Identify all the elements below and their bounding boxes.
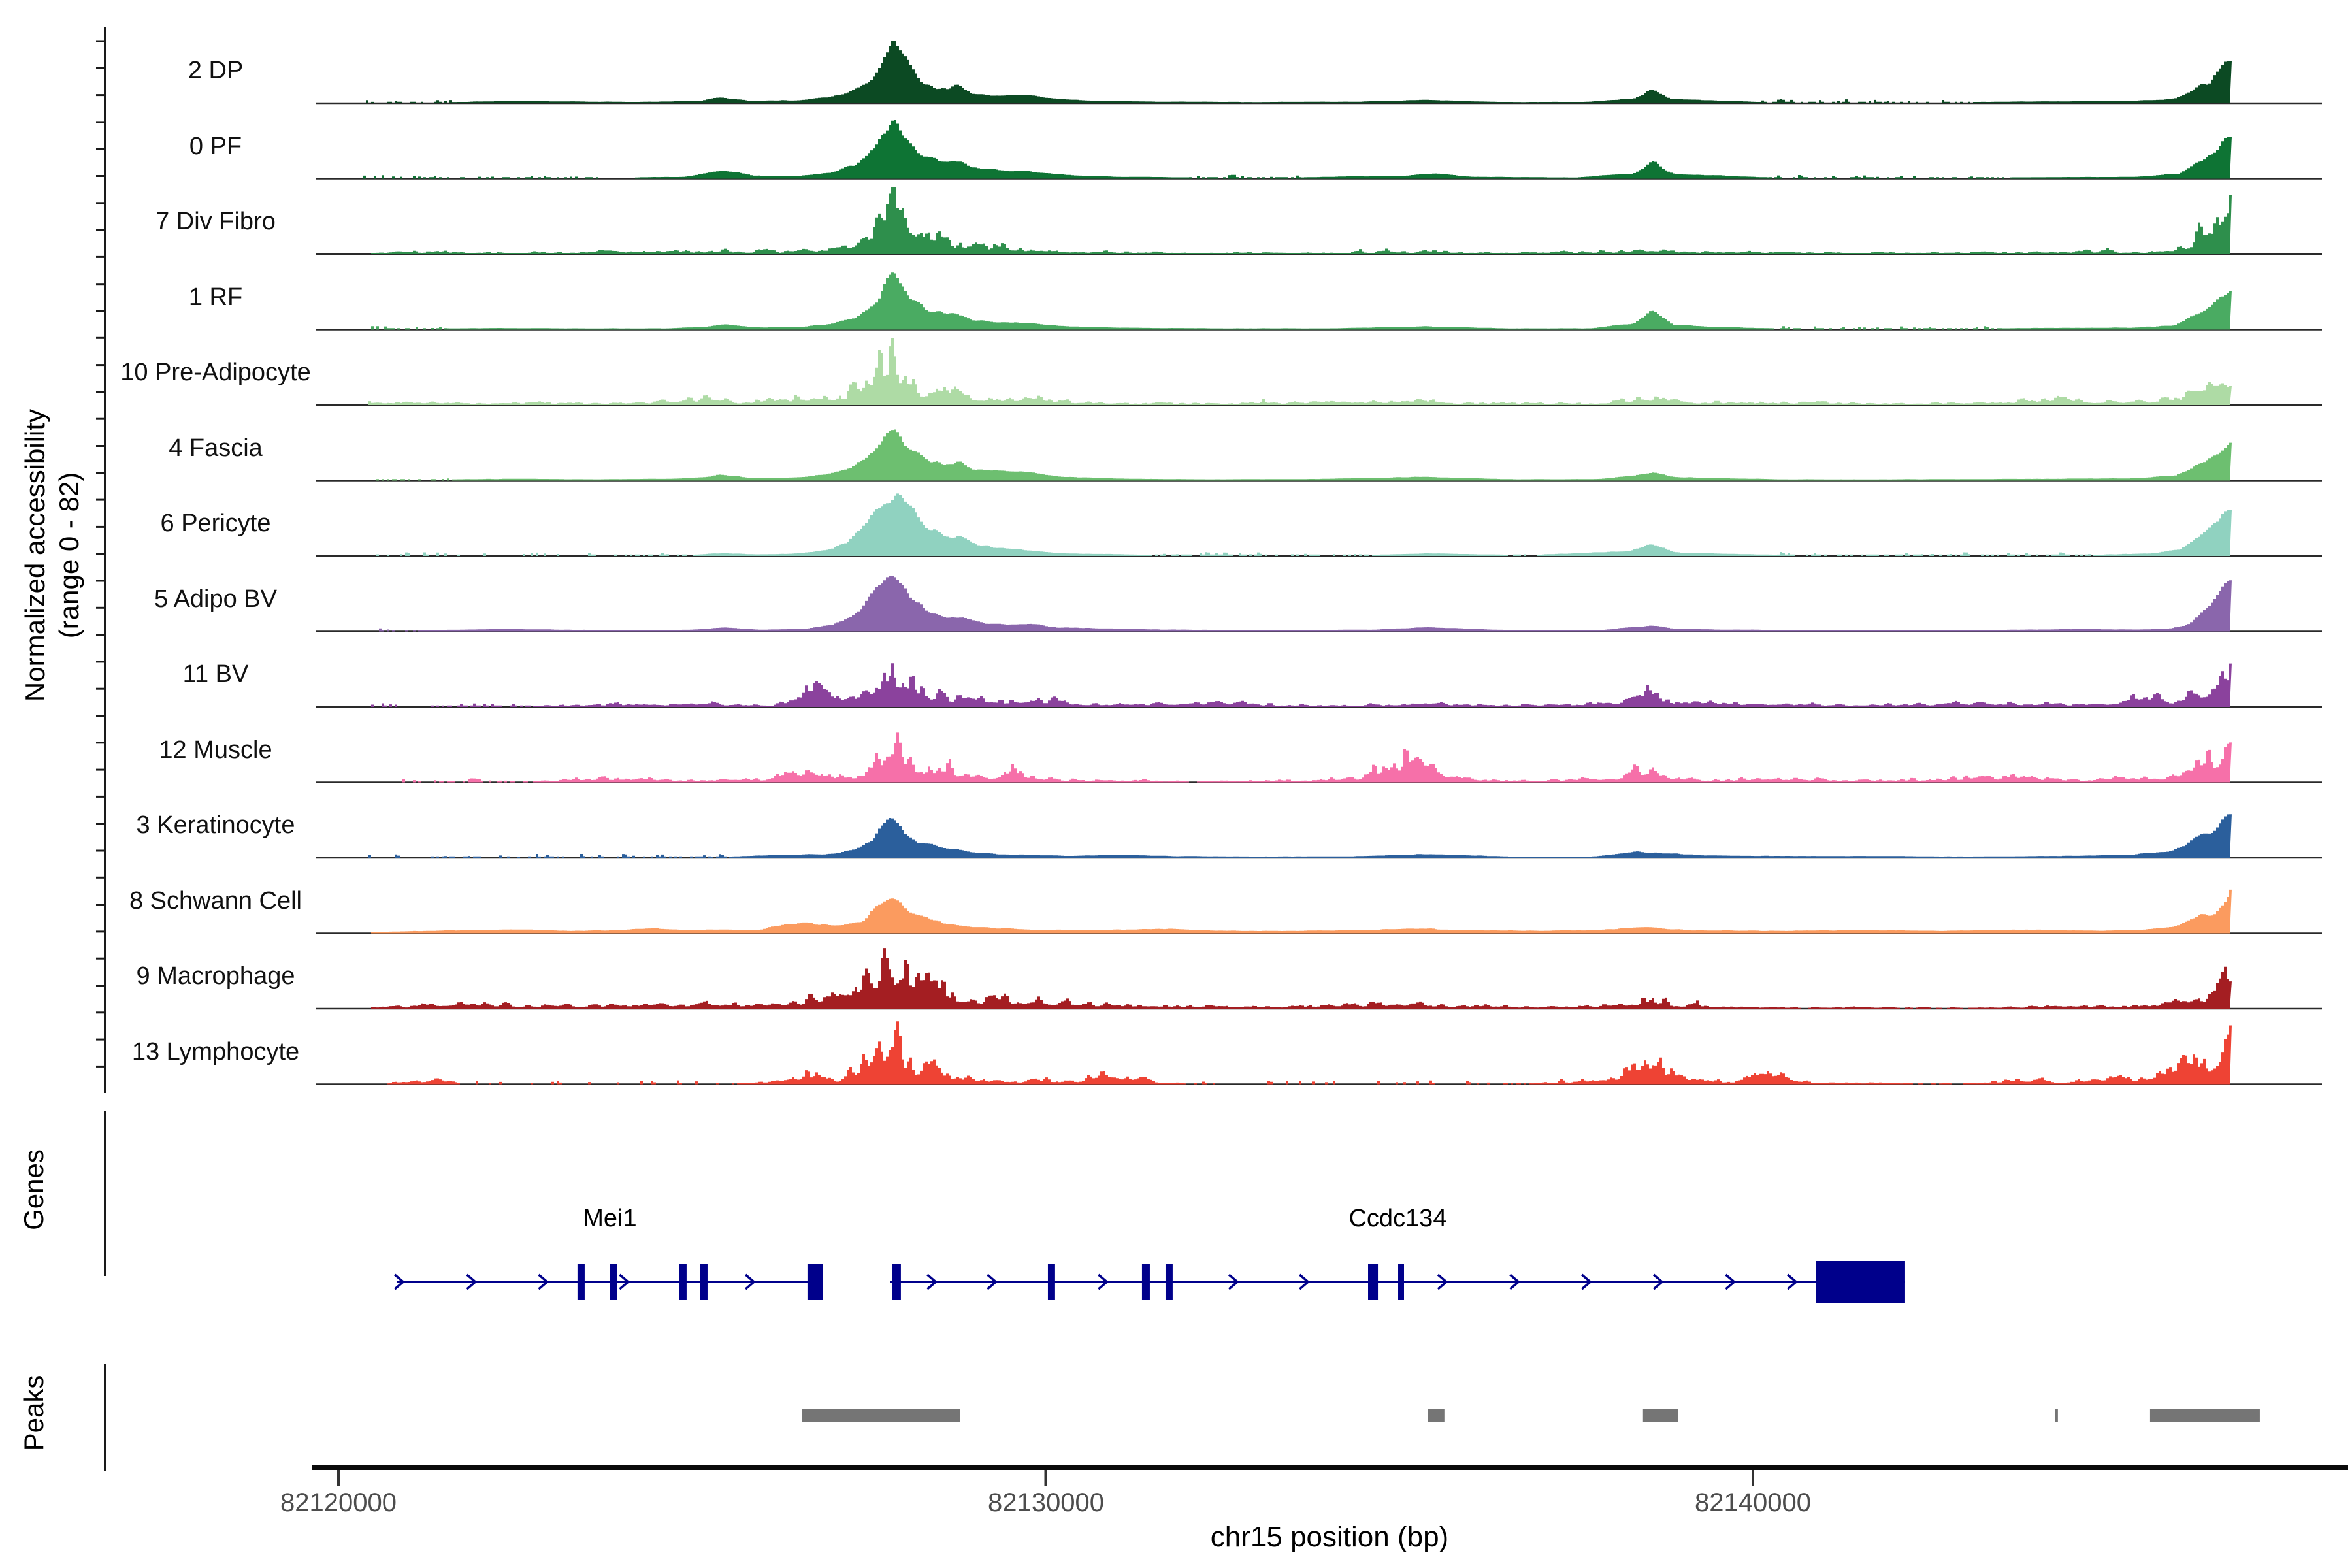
track-label-10-pre-adipocyte: 10 Pre-Adipocyte bbox=[120, 359, 311, 386]
genes-section bbox=[104, 1111, 1905, 1303]
coverage-area bbox=[363, 120, 2232, 179]
coverage-area bbox=[363, 889, 2232, 934]
strand-arrow-icon bbox=[1299, 1273, 1311, 1290]
track-6-pericyte bbox=[316, 493, 2322, 557]
track-label-2-dp: 2 DP bbox=[188, 57, 244, 84]
track-label-0-pf: 0 PF bbox=[189, 132, 242, 160]
y-axis-label-line2: (range 0 - 82) bbox=[54, 472, 84, 639]
gene-exon bbox=[1141, 1264, 1150, 1300]
track-label-9-macrophage: 9 Macrophage bbox=[136, 962, 295, 990]
peak-region bbox=[1428, 1409, 1445, 1422]
coverage-area bbox=[363, 493, 2232, 556]
gene-exon bbox=[807, 1264, 823, 1300]
gene-exon bbox=[892, 1264, 901, 1300]
gene-exon bbox=[577, 1264, 585, 1300]
track-2-dp bbox=[316, 41, 2322, 105]
gene-exon bbox=[1368, 1264, 1379, 1300]
coverage-area bbox=[363, 41, 2232, 103]
strand-arrow-icon bbox=[987, 1273, 998, 1290]
track-label-12-muscle: 12 Muscle bbox=[159, 736, 272, 764]
coverage-area bbox=[363, 948, 2232, 1009]
strand-arrow-icon bbox=[1228, 1273, 1239, 1290]
coverage-area bbox=[363, 732, 2232, 783]
track-label-1-rf: 1 RF bbox=[188, 283, 243, 311]
track-7-div-fibro bbox=[316, 187, 2322, 255]
gene-model-mei1 bbox=[394, 1264, 823, 1300]
track-10-pre-adipocyte bbox=[316, 338, 2322, 406]
x-tick-label-82140000: 82140000 bbox=[1695, 1488, 1811, 1517]
strand-arrow-icon bbox=[1437, 1273, 1448, 1290]
coverage-area bbox=[363, 1021, 2232, 1085]
gene-model-ccdc134 bbox=[890, 1261, 1905, 1303]
peak-region bbox=[2149, 1409, 2260, 1422]
y-axis-bracket bbox=[96, 27, 106, 1093]
coverage-tracks bbox=[316, 41, 2322, 1085]
coverage-area bbox=[363, 338, 2232, 405]
strand-arrow-icon bbox=[926, 1273, 938, 1290]
strand-arrow-icon bbox=[1725, 1273, 1737, 1290]
x-axis-line bbox=[312, 1465, 2348, 1470]
peaks-section-label: Peaks bbox=[18, 1375, 49, 1452]
gene-exon bbox=[610, 1264, 617, 1300]
track-11-bv bbox=[316, 663, 2322, 708]
track-1-rf bbox=[316, 272, 2322, 331]
x-tick-label-82130000: 82130000 bbox=[988, 1488, 1104, 1517]
strand-arrow-icon bbox=[394, 1273, 405, 1290]
track-label-8-schwann-cell: 8 Schwann Cell bbox=[129, 887, 302, 915]
track-label-13-lymphocyte: 13 Lymphocyte bbox=[131, 1037, 300, 1066]
x-axis bbox=[312, 1465, 2348, 1486]
gene-name-mei1: Mei1 bbox=[583, 1205, 637, 1232]
peak-region bbox=[1642, 1409, 1678, 1422]
coverage-area bbox=[363, 187, 2232, 254]
track-label-3-keratinocyte: 3 Keratinocyte bbox=[136, 811, 295, 839]
strand-arrow-icon bbox=[1098, 1273, 1109, 1290]
x-axis-title: chr15 position (bp) bbox=[1210, 1521, 1449, 1553]
track-label-7-div-fibro: 7 Div Fibro bbox=[155, 208, 276, 235]
coverage-area bbox=[363, 272, 2232, 330]
strand-arrow-icon bbox=[1509, 1273, 1521, 1290]
coverage-area bbox=[363, 576, 2232, 632]
strand-arrow-icon bbox=[619, 1273, 630, 1290]
coverage-area bbox=[363, 663, 2232, 707]
track-label-11-bv: 11 BV bbox=[182, 661, 249, 688]
strand-arrow-icon bbox=[538, 1273, 549, 1290]
strand-arrow-icon bbox=[466, 1273, 478, 1290]
track-0-pf bbox=[316, 120, 2322, 180]
strand-arrow-icon bbox=[1581, 1273, 1592, 1290]
track-label-6-pericyte: 6 Pericyte bbox=[160, 510, 271, 537]
strand-arrow-icon bbox=[1787, 1273, 1798, 1290]
gene-exon bbox=[1165, 1264, 1173, 1300]
peak-region bbox=[2055, 1409, 2058, 1422]
track-13-lymphocyte bbox=[316, 1021, 2322, 1085]
peak-region bbox=[802, 1409, 960, 1422]
y-axis-label: Normalized accessibility (range 0 - 82) bbox=[18, 0, 86, 1111]
track-label-4-fascia: 4 Fascia bbox=[169, 434, 263, 462]
track-9-macrophage bbox=[316, 948, 2322, 1010]
track-12-muscle bbox=[316, 732, 2322, 783]
peaks-section bbox=[104, 1364, 2260, 1471]
genes-section-label: Genes bbox=[18, 1149, 49, 1230]
strand-arrow-icon bbox=[745, 1273, 756, 1290]
gene-exon bbox=[1398, 1264, 1404, 1300]
strand-arrow-icon bbox=[1652, 1273, 1664, 1290]
gene-name-ccdc134: Ccdc134 bbox=[1348, 1205, 1447, 1232]
x-tick-label-82120000: 82120000 bbox=[280, 1488, 397, 1517]
gene-exon bbox=[1047, 1264, 1055, 1300]
gene-exon bbox=[1816, 1261, 1905, 1303]
track-8-schwann-cell bbox=[316, 889, 2322, 934]
gene-exon bbox=[700, 1264, 708, 1300]
track-label-5-adipo-bv: 5 Adipo BV bbox=[154, 585, 278, 613]
gene-exon bbox=[679, 1264, 687, 1300]
track-5-adipo-bv bbox=[316, 576, 2322, 632]
y-axis-label-line1: Normalized accessibility bbox=[20, 408, 50, 702]
coverage-area bbox=[363, 429, 2232, 481]
track-4-fascia bbox=[316, 429, 2322, 482]
track-3-keratinocyte bbox=[316, 814, 2322, 859]
coverage-area bbox=[363, 814, 2232, 858]
